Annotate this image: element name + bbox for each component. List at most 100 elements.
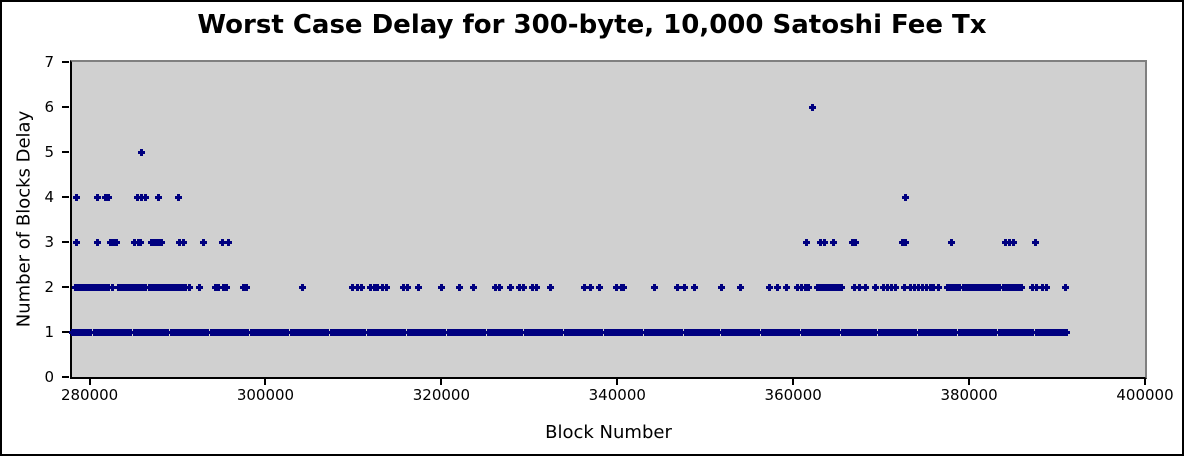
data-point <box>793 284 801 291</box>
data-point <box>1002 239 1010 246</box>
data-point <box>829 239 837 246</box>
data-point <box>222 284 230 291</box>
y-tick-mark <box>62 376 69 378</box>
data-point <box>901 239 909 246</box>
data-point <box>1017 284 1025 291</box>
data-point <box>922 284 930 291</box>
x-tick-mark <box>440 379 443 385</box>
data-point <box>595 284 603 291</box>
data-point <box>914 284 922 291</box>
data-point <box>137 239 145 246</box>
data-point <box>400 284 408 291</box>
y-tick-mark <box>62 196 69 198</box>
data-point <box>774 284 782 291</box>
data-point <box>370 284 378 291</box>
data-point <box>888 284 896 291</box>
data-point <box>880 284 888 291</box>
data-point <box>802 239 810 246</box>
data-point <box>805 284 813 291</box>
data-point <box>491 284 499 291</box>
data-point <box>934 284 942 291</box>
y-tick-mark <box>62 61 69 63</box>
data-point <box>808 104 816 111</box>
data-point <box>180 239 188 246</box>
x-tick-label: 280000 <box>60 386 119 404</box>
data-point <box>374 284 382 291</box>
y-tick-mark <box>62 106 69 108</box>
data-point <box>901 194 909 201</box>
x-tick-label: 300000 <box>236 386 295 404</box>
data-point <box>415 284 423 291</box>
y-tick-label: 0 <box>44 368 54 386</box>
data-point <box>907 284 915 291</box>
data-point <box>820 239 828 246</box>
x-tick-mark <box>88 379 91 385</box>
data-point <box>108 284 116 291</box>
data-point <box>242 284 250 291</box>
data-point <box>134 194 142 201</box>
data-point <box>200 239 208 246</box>
data-point <box>766 284 773 291</box>
data-point <box>947 239 955 246</box>
plot-area <box>69 60 1147 379</box>
x-tick-mark <box>1144 379 1146 385</box>
data-point <box>926 284 934 291</box>
data-point <box>185 284 193 291</box>
data-point <box>174 194 182 201</box>
data-point <box>378 284 386 291</box>
x-tick-mark <box>792 379 795 385</box>
data-point <box>211 284 219 291</box>
data-point <box>1010 239 1018 246</box>
y-tick-mark <box>62 286 69 288</box>
x-tick-label: 380000 <box>940 386 998 404</box>
data-point <box>348 284 356 291</box>
data-point <box>382 284 390 291</box>
data-point <box>224 239 232 246</box>
data-point <box>1039 284 1047 291</box>
data-point <box>884 284 892 291</box>
data-point <box>850 284 858 291</box>
x-axis-label: Block Number <box>545 422 672 443</box>
data-point <box>130 239 138 246</box>
y-tick-label: 1 <box>44 323 54 341</box>
data-point <box>910 284 918 291</box>
data-point <box>586 284 594 291</box>
data-point <box>930 284 938 291</box>
data-point <box>72 194 80 201</box>
data-point <box>1006 239 1014 246</box>
data-point <box>855 284 863 291</box>
data-point <box>137 194 145 201</box>
data-point <box>138 149 146 156</box>
data-point <box>437 284 445 291</box>
data-point <box>215 284 223 291</box>
data-point <box>519 284 527 291</box>
data-point <box>354 284 362 291</box>
data-point <box>112 239 120 246</box>
x-tick-label: 360000 <box>764 386 822 404</box>
data-point <box>1028 284 1036 291</box>
data-point <box>581 284 589 291</box>
data-point <box>612 284 620 291</box>
data-point <box>141 194 149 201</box>
y-tick-label: 7 <box>44 53 54 71</box>
y-tick-mark <box>62 331 69 333</box>
data-point <box>919 284 927 291</box>
x-tick-mark <box>264 379 267 385</box>
data-point <box>532 284 540 291</box>
data-point <box>837 284 845 291</box>
y-tick-mark <box>62 241 69 243</box>
data-point <box>546 284 554 291</box>
data-point <box>456 284 464 291</box>
y-tick-label: 4 <box>44 188 54 206</box>
data-point <box>681 284 689 291</box>
y-tick-label: 2 <box>44 278 54 296</box>
data-point <box>104 194 112 201</box>
data-point <box>1032 239 1040 246</box>
data-point <box>901 284 908 291</box>
x-tick-mark <box>616 379 619 385</box>
data-point <box>176 239 184 246</box>
data-point <box>892 284 900 291</box>
data-point <box>358 284 366 291</box>
data-point <box>93 194 101 201</box>
